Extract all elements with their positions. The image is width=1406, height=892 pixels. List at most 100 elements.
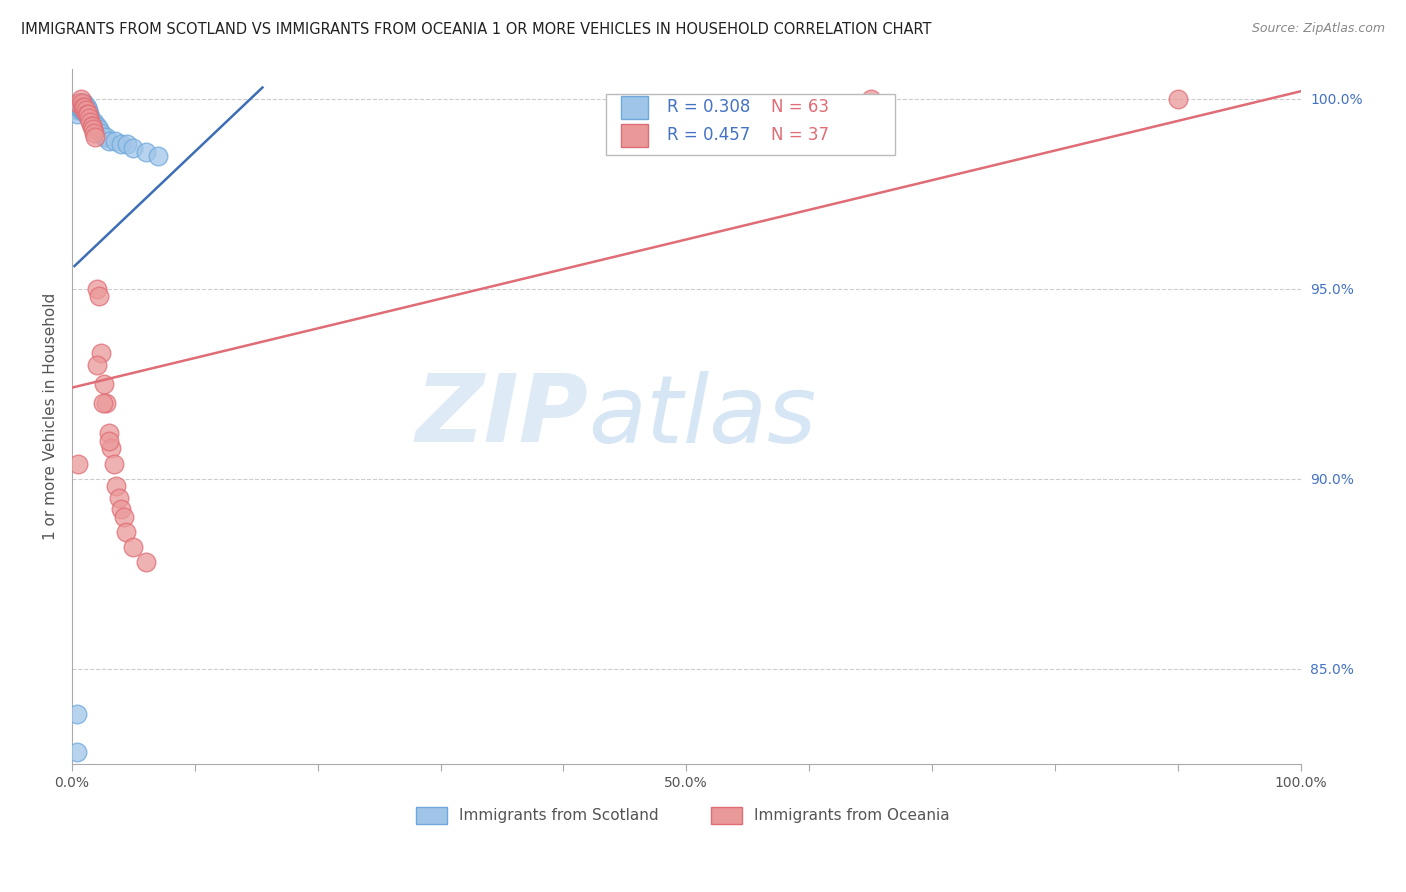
Point (69, 92, 91, 106)
Point (107, 491, 129, 505)
Point (104, 134, 127, 148)
Point (66, 707, 89, 722)
Point (76, 103, 98, 118)
Point (66, 745, 89, 759)
Text: atlas: atlas (588, 370, 817, 462)
Point (73, 99, 96, 113)
FancyBboxPatch shape (621, 124, 648, 147)
Point (76, 99, 98, 113)
Point (67, 457, 90, 471)
Point (77, 107, 100, 121)
Point (110, 137, 132, 152)
Point (859, 92, 882, 106)
Y-axis label: 1 or more Vehicles in Household: 1 or more Vehicles in Household (44, 293, 58, 540)
Point (67, 95, 90, 110)
Point (69, 95, 91, 110)
Point (112, 509, 135, 524)
Point (76, 103, 98, 118)
Point (67, 95, 90, 110)
FancyBboxPatch shape (621, 95, 648, 119)
Point (122, 540, 145, 554)
Text: ZIP: ZIP (415, 370, 588, 462)
Point (80, 114, 103, 128)
Point (146, 149, 169, 163)
Point (72, 99, 94, 113)
Point (67, 99, 90, 113)
Point (67, 95, 90, 110)
Point (77, 111, 100, 125)
Point (83, 126, 105, 140)
Point (72, 99, 94, 113)
FancyBboxPatch shape (416, 807, 447, 824)
Point (73, 95, 96, 110)
Point (77, 107, 100, 121)
Point (93, 376, 115, 391)
Point (72, 103, 94, 118)
Point (90, 126, 112, 140)
Point (117, 137, 139, 152)
Point (82, 122, 104, 136)
Point (73, 103, 96, 118)
Point (87, 289, 110, 303)
Text: Immigrants from Scotland: Immigrants from Scotland (458, 808, 658, 823)
Point (80, 119, 103, 133)
Point (105, 479, 128, 493)
Point (75, 99, 97, 113)
Point (73, 103, 96, 118)
Text: R = 0.457: R = 0.457 (666, 127, 749, 145)
Point (79, 111, 101, 125)
Point (75, 103, 97, 118)
Point (72, 99, 94, 113)
Text: Immigrants from Oceania: Immigrants from Oceania (754, 808, 949, 823)
Point (77, 103, 100, 118)
Point (110, 502, 132, 516)
Text: R = 0.308: R = 0.308 (666, 98, 749, 116)
Point (72, 103, 94, 118)
Point (84, 129, 107, 144)
Point (1167, 92, 1189, 106)
Point (70, 99, 93, 113)
Point (86, 282, 108, 296)
Text: IMMIGRANTS FROM SCOTLAND VS IMMIGRANTS FROM OCEANIA 1 OR MORE VEHICLES IN HOUSEH: IMMIGRANTS FROM SCOTLAND VS IMMIGRANTS F… (21, 22, 932, 37)
Point (69, 99, 91, 113)
FancyBboxPatch shape (711, 807, 741, 824)
Point (76, 107, 98, 121)
Point (66, 103, 89, 118)
Point (75, 103, 97, 118)
Point (77, 111, 100, 125)
Point (82, 114, 104, 128)
Text: Source: ZipAtlas.com: Source: ZipAtlas.com (1251, 22, 1385, 36)
Point (67, 99, 90, 113)
Point (97, 426, 120, 441)
Point (84, 119, 107, 133)
Point (122, 141, 145, 155)
Point (90, 346, 112, 360)
Point (77, 107, 100, 121)
Point (86, 119, 108, 133)
Point (70, 95, 93, 110)
Text: N = 37: N = 37 (770, 127, 830, 145)
Point (86, 358, 108, 372)
Point (67, 99, 90, 113)
Point (103, 457, 125, 471)
FancyBboxPatch shape (606, 95, 896, 155)
Point (70, 103, 93, 118)
Point (97, 134, 120, 148)
Point (66, 107, 89, 121)
Point (69, 99, 91, 113)
Point (96, 129, 118, 144)
Point (93, 129, 115, 144)
Point (70, 95, 93, 110)
Point (79, 114, 101, 128)
Point (67, 95, 90, 110)
Point (135, 555, 157, 569)
Text: N = 63: N = 63 (770, 98, 830, 116)
Point (73, 99, 96, 113)
Point (87, 122, 110, 136)
Point (80, 119, 103, 133)
Point (72, 95, 94, 110)
Point (70, 95, 93, 110)
Point (79, 111, 101, 125)
Point (67, 95, 90, 110)
Point (75, 107, 97, 121)
